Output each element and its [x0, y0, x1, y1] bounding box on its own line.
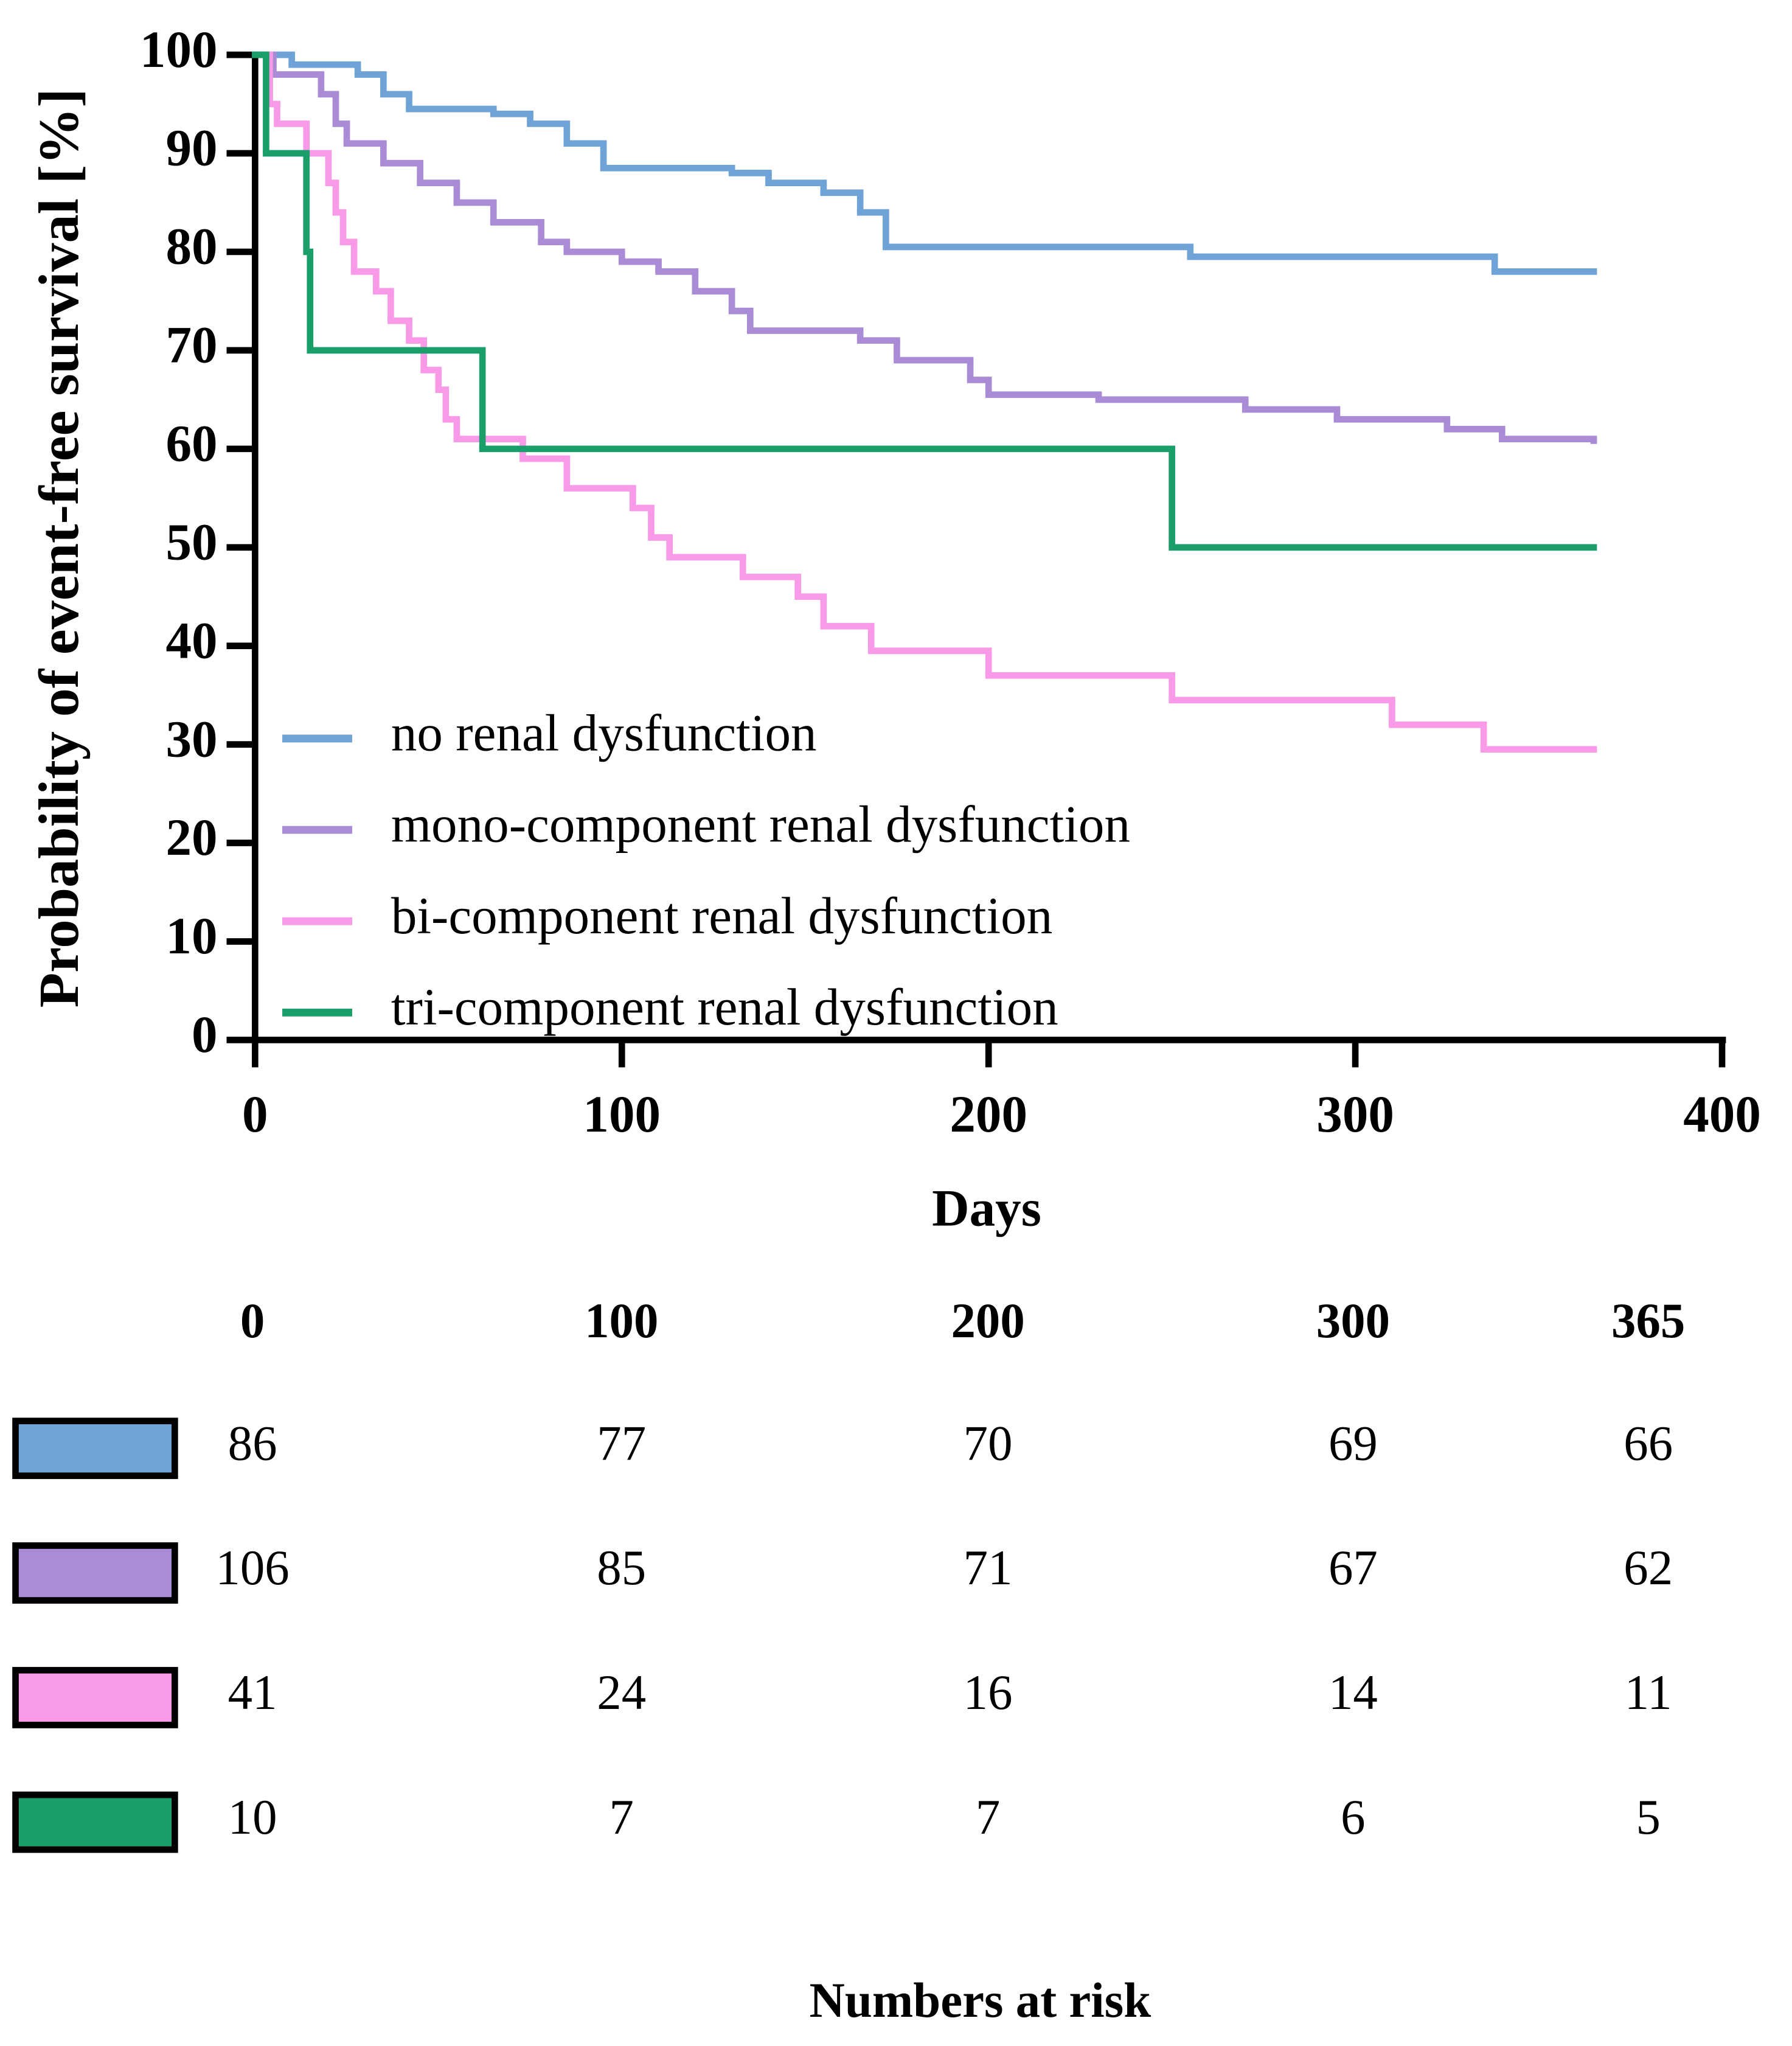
x-tick-label: 100	[583, 1086, 661, 1143]
risk-cell: 24	[597, 1665, 646, 1720]
y-tick-label: 100	[140, 21, 218, 78]
y-tick-label: 10	[165, 908, 217, 965]
risk-cell: 77	[597, 1416, 646, 1470]
y-tick-label: 50	[165, 513, 217, 571]
risk-cell: 11	[1625, 1665, 1672, 1720]
risk-cell: 10	[228, 1790, 277, 1845]
risk-cell: 85	[597, 1540, 646, 1595]
risk-cell: 71	[964, 1540, 1013, 1595]
y-axis-label: Probability of event-free survival [%]	[27, 88, 91, 1007]
risk-cell: 66	[1624, 1416, 1673, 1470]
x-tick-label: 200	[950, 1086, 1027, 1143]
legend-label: no renal dysfunction	[391, 705, 817, 762]
risk-column-header: 300	[1316, 1293, 1390, 1348]
x-tick-label: 300	[1316, 1086, 1394, 1143]
y-tick-label: 90	[165, 119, 217, 176]
risk-cell: 67	[1328, 1540, 1378, 1595]
risk-cell: 5	[1636, 1790, 1661, 1845]
risk-cell: 62	[1624, 1540, 1673, 1595]
x-tick-label: 400	[1683, 1086, 1761, 1143]
y-tick-label: 30	[165, 711, 217, 768]
y-tick-label: 70	[165, 316, 217, 374]
risk-table-title: Numbers at risk	[810, 1973, 1152, 2028]
y-tick-label: 20	[165, 809, 217, 866]
y-tick-label: 40	[165, 612, 217, 669]
risk-cell: 70	[964, 1416, 1013, 1470]
legend-label: tri-component renal dysfunction	[391, 979, 1058, 1036]
risk-column-header: 365	[1611, 1293, 1685, 1348]
risk-column-header: 100	[585, 1293, 658, 1348]
risk-cell: 14	[1328, 1665, 1378, 1720]
risk-row-swatch	[12, 1542, 178, 1604]
risk-row-swatch	[12, 1791, 178, 1853]
y-tick-label: 0	[192, 1006, 218, 1063]
risk-cell: 6	[1341, 1790, 1365, 1845]
risk-row-swatch	[12, 1666, 178, 1728]
risk-row-swatch	[12, 1418, 178, 1480]
legend-label: mono-component renal dysfunction	[391, 796, 1130, 853]
risk-cell: 106	[215, 1540, 289, 1595]
risk-column-header: 200	[951, 1293, 1024, 1348]
risk-cell: 16	[964, 1665, 1013, 1720]
risk-cell: 86	[228, 1416, 277, 1470]
x-axis-label: Days	[932, 1180, 1041, 1237]
y-tick-label: 80	[165, 218, 217, 275]
risk-cell: 7	[609, 1790, 634, 1845]
x-tick-label: 0	[242, 1086, 268, 1143]
risk-column-header: 0	[240, 1293, 265, 1348]
y-tick-label: 60	[165, 415, 217, 472]
legend-label: bi-component renal dysfunction	[391, 888, 1052, 945]
risk-cell: 7	[976, 1790, 1000, 1845]
risk-cell: 41	[228, 1665, 277, 1720]
risk-cell: 69	[1328, 1416, 1378, 1470]
